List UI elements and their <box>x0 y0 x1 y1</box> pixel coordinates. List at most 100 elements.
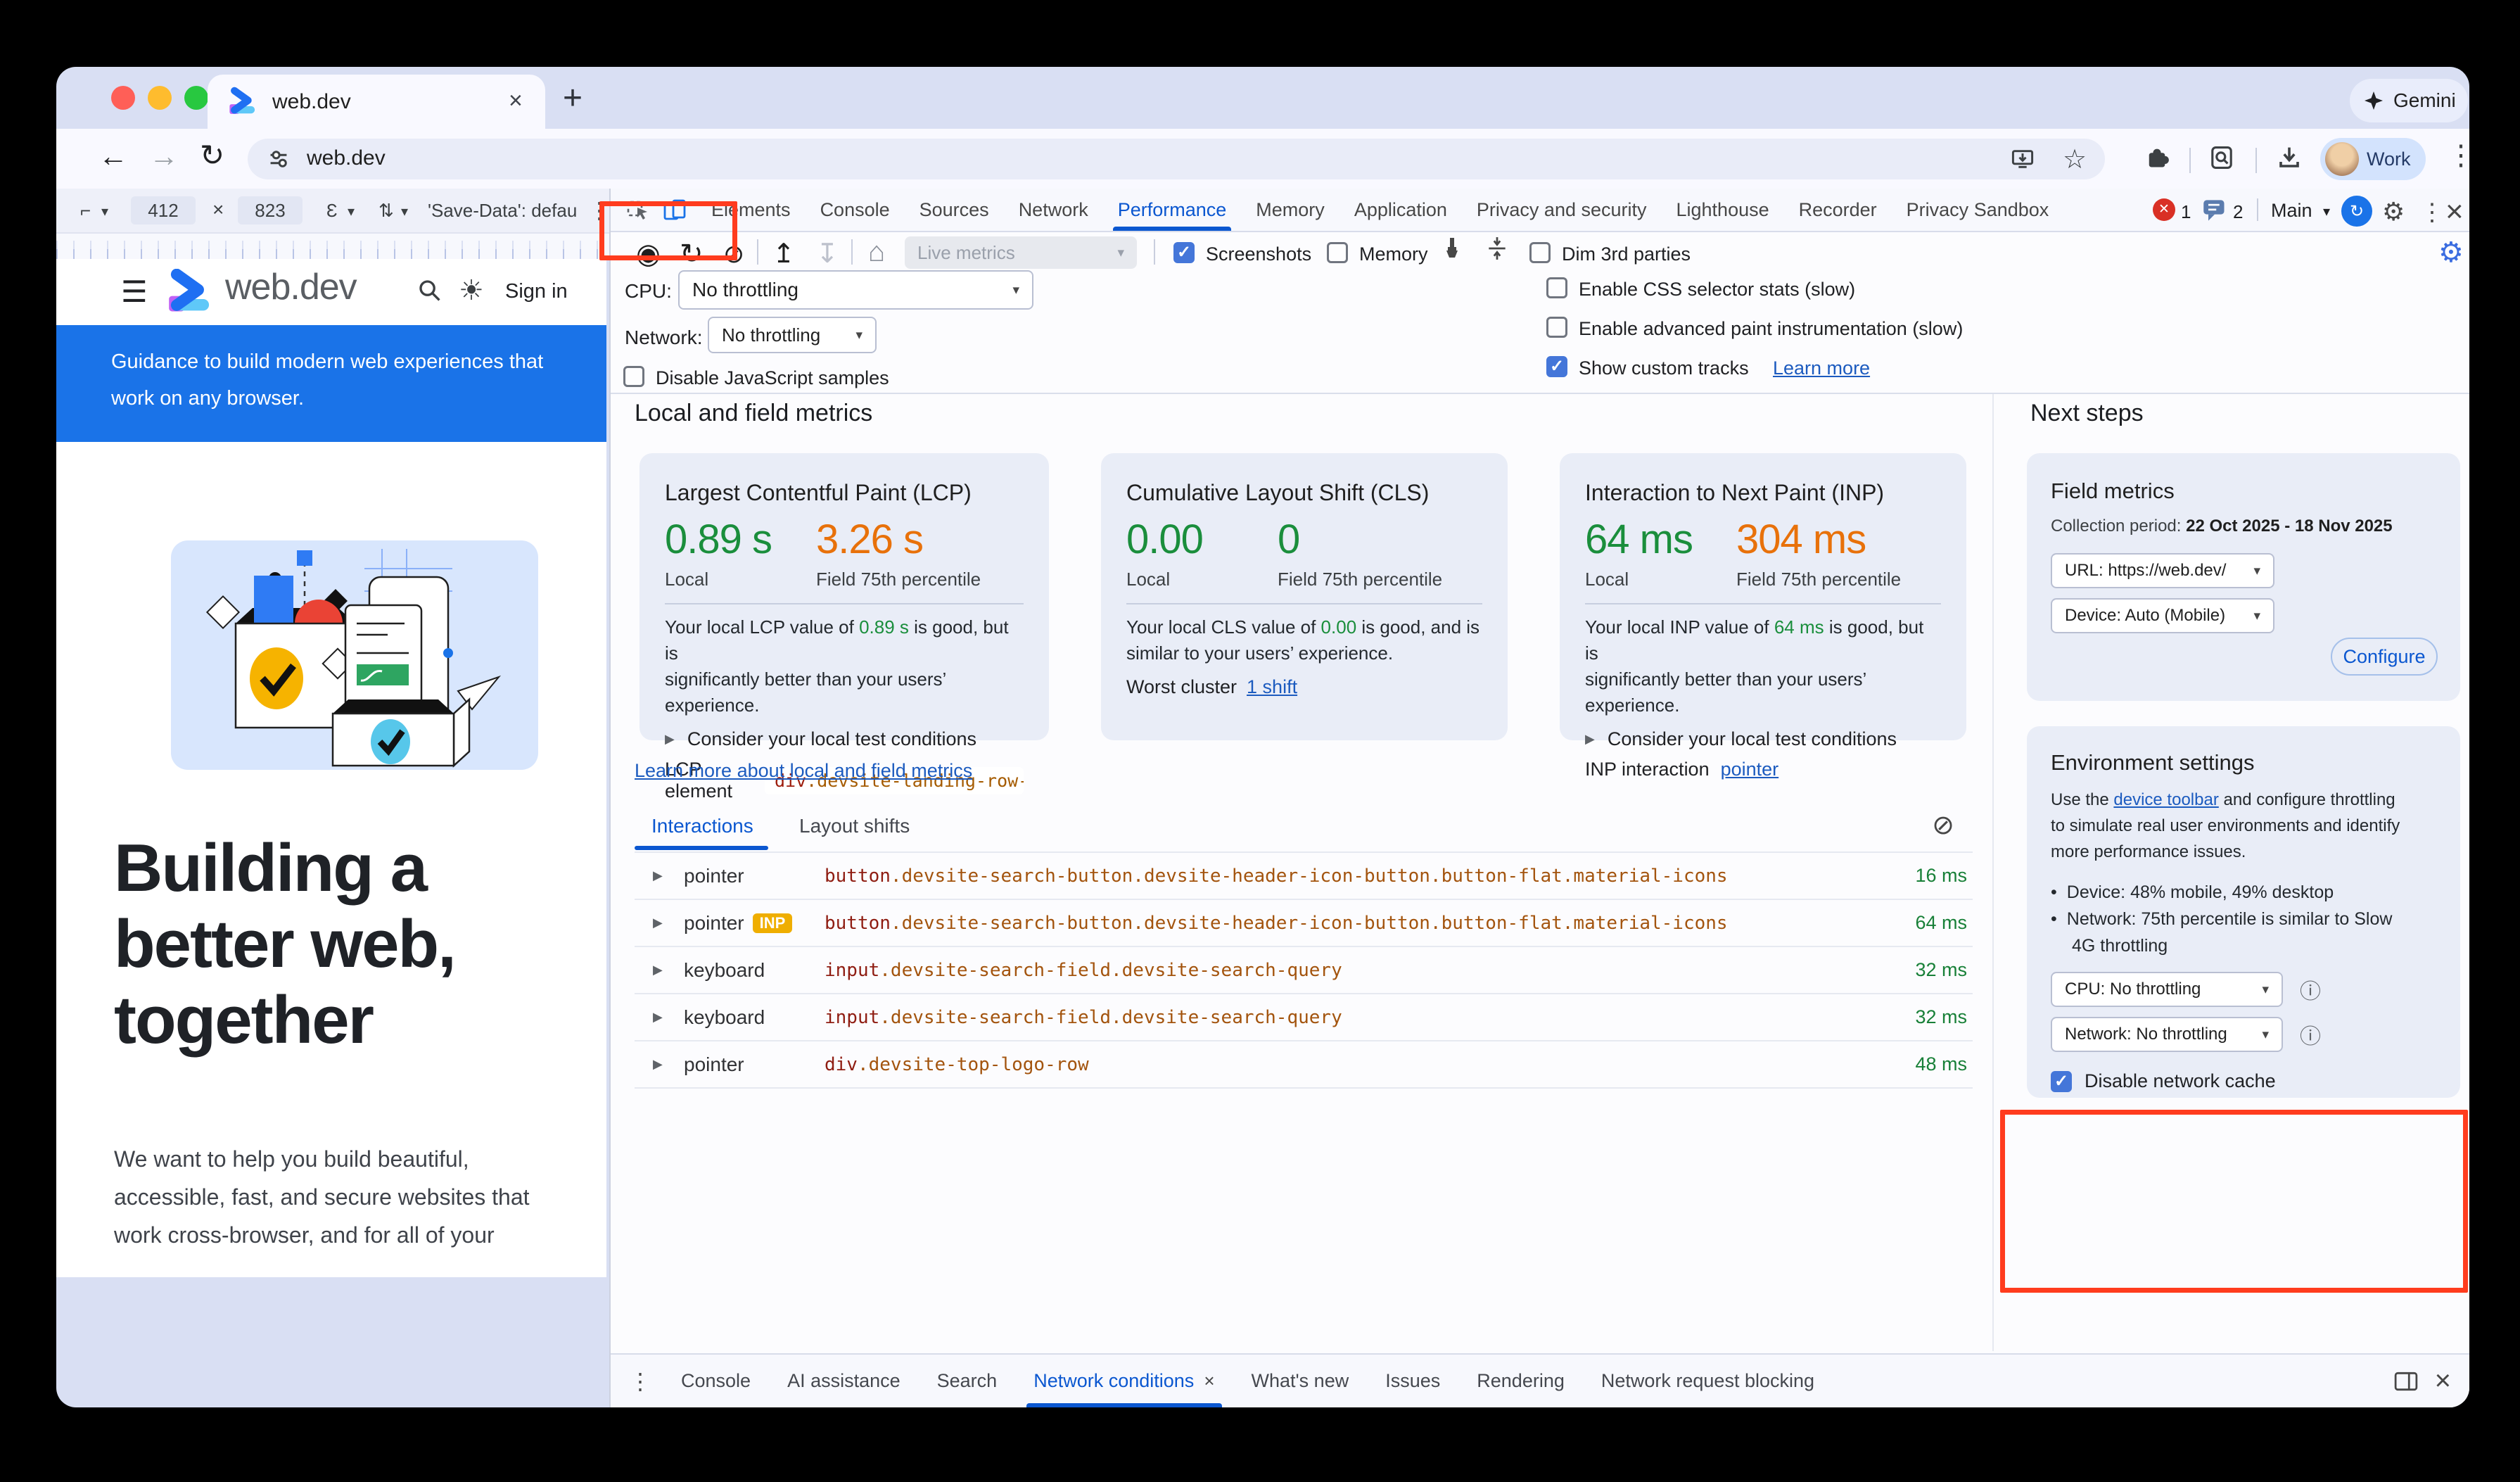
worst-cluster-link[interactable]: 1 shift <box>1247 676 1298 697</box>
drawer-tab-issues[interactable]: Issues <box>1367 1355 1458 1407</box>
lcp-element-chip[interactable]: div.devsite-landing-row-ite… <box>765 766 1024 794</box>
drawer-tab-search[interactable]: Search <box>919 1355 1016 1407</box>
tab-recorder[interactable]: Recorder <box>1784 189 1892 231</box>
interaction-row[interactable]: ▶ pointer div.devsite-top-logo-row 48 ms <box>635 1040 1973 1089</box>
collapse-icon[interactable] <box>1486 236 1508 260</box>
browser-tab[interactable]: web.dev × <box>208 75 545 129</box>
save-data-label[interactable]: 'Save-Data': defau <box>428 200 578 221</box>
drawer-tab-network-request-blocking[interactable]: Network request blocking <box>1583 1355 1833 1407</box>
upload-profile-icon[interactable]: ↥ <box>772 239 795 269</box>
custom-tracks-learn-more-link[interactable]: Learn more <box>1773 357 1871 379</box>
inspect-icon[interactable] <box>626 198 650 222</box>
traffic-zoom-button[interactable] <box>184 86 208 110</box>
tab-console[interactable]: Console <box>806 189 905 231</box>
env-cpu-select[interactable]: CPU: No throttling ▾ <box>2051 972 2283 1007</box>
back-icon[interactable]: ← <box>98 139 128 172</box>
inp-expando[interactable]: ▶ Consider your local test conditions <box>1585 728 1941 750</box>
expand-icon[interactable]: ▶ <box>653 916 663 930</box>
tab-privacy-security[interactable]: Privacy and security <box>1462 189 1662 231</box>
cpu-throttle-select[interactable]: No throttling ▾ <box>678 270 1033 310</box>
gemini-button[interactable]: Gemini <box>2350 79 2468 122</box>
dim-3rd-parties-checkbox[interactable] <box>1529 242 1551 263</box>
record-reload-icon[interactable]: ↻ <box>680 239 704 270</box>
inp-interaction-link[interactable]: pointer <box>1720 759 1779 780</box>
screenshots-checkbox[interactable] <box>1173 242 1195 263</box>
page-menu-icon[interactable]: ☰ <box>121 275 148 308</box>
bookmark-star-icon[interactable]: ☆ <box>2063 145 2087 175</box>
tab-network[interactable]: Network <box>1004 189 1103 231</box>
screenshots-label[interactable]: Screenshots <box>1206 243 1312 265</box>
expand-icon[interactable]: ▶ <box>653 1057 663 1071</box>
css-stats-checkbox[interactable] <box>1546 277 1567 298</box>
memory-checkbox[interactable] <box>1327 242 1348 263</box>
network-throttle-select[interactable]: No throttling ▾ <box>708 317 877 353</box>
search-tabs-icon[interactable] <box>2209 145 2234 170</box>
field-url-select[interactable]: URL: https://web.dev/ ▾ <box>2051 553 2274 588</box>
disable-cache-label[interactable]: Disable network cache <box>2085 1070 2276 1091</box>
custom-tracks-label[interactable]: Show custom tracks <box>1579 357 1749 379</box>
browser-menu-icon[interactable]: ⋮ <box>2447 140 2469 171</box>
error-badge-icon[interactable]: ✕ <box>2153 198 2175 221</box>
env-network-select[interactable]: Network: No throttling ▾ <box>2051 1017 2283 1052</box>
device-height-field[interactable]: 823 <box>238 196 303 224</box>
gc-brush-icon[interactable] <box>1441 236 1463 260</box>
new-tab-button[interactable]: + <box>563 80 583 117</box>
clear-interactions-icon[interactable]: ⊘ <box>1932 811 1954 840</box>
tab-performance[interactable]: Performance <box>1103 189 1242 231</box>
chevron-down-icon[interactable]: ▾ <box>401 204 409 220</box>
interaction-row[interactable]: ▶ keyboard input.devsite-search-field.de… <box>635 993 1973 1040</box>
tab-lighthouse[interactable]: Lighthouse <box>1662 189 1784 231</box>
network-info-icon[interactable]: ⓘ <box>2300 1025 2321 1049</box>
devtools-settings-icon[interactable]: ⚙ <box>2382 197 2405 226</box>
drawer-menu-icon[interactable]: ⋮ <box>629 1368 651 1394</box>
drawer-tab-whats-new[interactable]: What's new <box>1233 1355 1368 1407</box>
webdev-logo[interactable] <box>167 269 217 314</box>
device-type-icon[interactable]: ⌐ <box>80 200 91 221</box>
memory-label[interactable]: Memory <box>1359 243 1428 265</box>
drawer-close-icon[interactable]: × <box>2434 1365 2451 1396</box>
device-toolbar-link[interactable]: device toolbar <box>2113 790 2219 809</box>
disable-js-label[interactable]: Disable JavaScript samples <box>656 367 889 388</box>
css-stats-label[interactable]: Enable CSS selector stats (slow) <box>1579 279 1856 300</box>
custom-tracks-checkbox[interactable] <box>1546 356 1567 377</box>
drawer-tab-console[interactable]: Console <box>663 1355 769 1407</box>
disable-cache-checkbox[interactable] <box>2051 1070 2072 1092</box>
drawer-tab-rendering[interactable]: Rendering <box>1458 1355 1583 1407</box>
profile-button[interactable]: Work <box>2320 138 2426 180</box>
interaction-row[interactable]: ▶ pointer INP button.devsite-search-butto… <box>635 899 1973 946</box>
devtools-close-icon[interactable]: × <box>2445 194 2464 229</box>
page-brand[interactable]: web.dev <box>225 267 357 308</box>
drawer-tab-close-icon[interactable]: × <box>1204 1370 1215 1391</box>
paint-instrumentation-label[interactable]: Enable advanced paint instrumentation (s… <box>1579 318 1964 339</box>
extensions-icon[interactable] <box>2144 145 2170 170</box>
reload-icon[interactable]: ↻ <box>200 139 225 172</box>
downloads-icon[interactable] <box>2277 145 2302 170</box>
dock-side-icon[interactable] <box>2394 1371 2418 1392</box>
page-search-icon[interactable] <box>416 277 442 303</box>
device-width-field[interactable]: 412 <box>131 196 196 224</box>
interaction-row[interactable]: ▶ keyboard input.devsite-search-field.de… <box>635 946 1973 993</box>
drawer-tab-network-conditions[interactable]: Network conditions × <box>1015 1355 1233 1407</box>
interaction-row[interactable]: ▶ pointer button.devsite-search-button.d… <box>635 851 1973 899</box>
metrics-learn-more-link[interactable]: Learn more about local and field metrics <box>635 760 973 781</box>
sign-in-button[interactable]: Sign in <box>505 280 568 303</box>
install-icon[interactable] <box>2011 147 2035 171</box>
tab-memory[interactable]: Memory <box>1241 189 1339 231</box>
configure-button[interactable]: Configure <box>2331 638 2438 676</box>
paint-instrumentation-checkbox[interactable] <box>1546 317 1567 338</box>
throttle-select[interactable]: ⇅ <box>378 200 394 221</box>
tab-close-icon[interactable]: × <box>509 87 523 114</box>
omnibox[interactable]: web.dev ☆ <box>248 139 2105 179</box>
target-select[interactable]: Main <box>2271 200 2312 221</box>
chevron-down-icon[interactable]: ▾ <box>101 204 109 220</box>
tab-interactions[interactable]: Interactions <box>651 815 753 837</box>
tab-layout-shifts[interactable]: Layout shifts <box>799 815 910 837</box>
expand-icon[interactable]: ▶ <box>653 868 663 882</box>
zoom-select[interactable]: Ɛ <box>326 200 338 221</box>
tab-privacy-sandbox[interactable]: Privacy Sandbox <box>1892 189 2064 231</box>
expand-icon[interactable]: ▶ <box>653 963 663 977</box>
drawer-tab-ai-assistance[interactable]: AI assistance <box>769 1355 919 1407</box>
url-text[interactable]: web.dev <box>307 146 386 170</box>
chevron-down-icon[interactable]: ▾ <box>2323 204 2331 220</box>
dim-3rd-parties-label[interactable]: Dim 3rd parties <box>1562 243 1691 265</box>
